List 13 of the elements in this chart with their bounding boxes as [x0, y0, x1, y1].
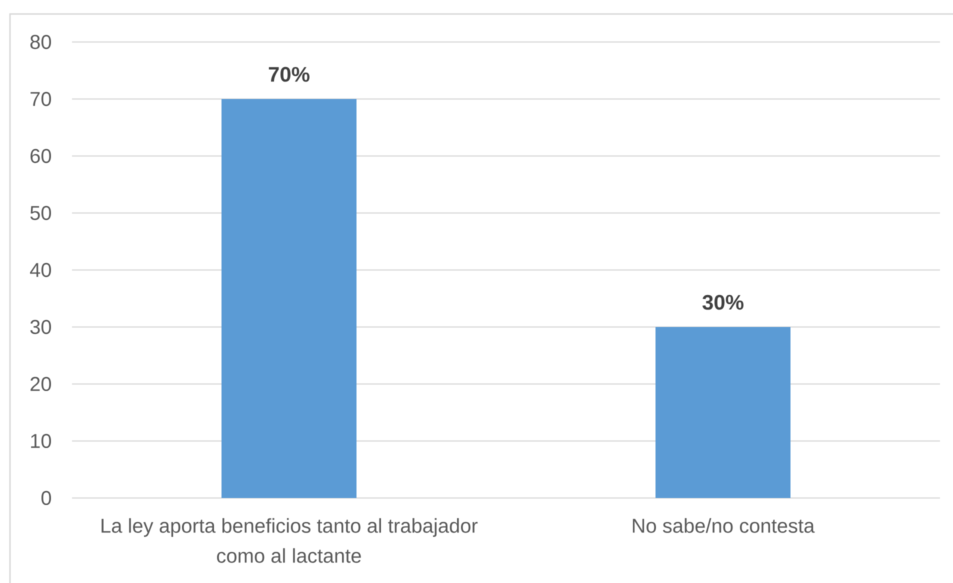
- y-tick-label: 0: [41, 490, 52, 506]
- y-tick-label: 70: [30, 92, 52, 106]
- data-label: 70%: [268, 66, 310, 82]
- y-tick-label: 30: [30, 320, 52, 334]
- y-tick-label: 10: [31, 434, 52, 448]
- y-tick-label: 80: [30, 34, 52, 50]
- y-tick-label: 20: [30, 376, 52, 392]
- x-tick-label: La ley aporta beneficios tanto al trabajador como al lactante: [102, 518, 478, 563]
- y-tick-label: 60: [30, 148, 52, 164]
- x-tick-label: No sabe/no contesta: [632, 518, 815, 533]
- y-tick-label: 50: [30, 206, 52, 220]
- y-tick-label: 40: [30, 262, 52, 278]
- data-label: 30%: [702, 294, 744, 310]
